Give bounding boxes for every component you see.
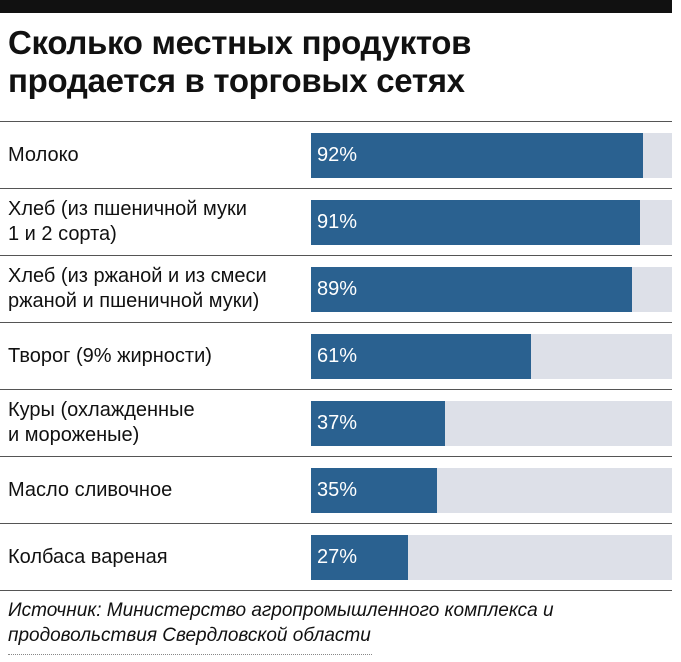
category-label-line: Творог (9% жирности) <box>8 344 212 367</box>
category-label-line: 1 и 2 сорта) <box>8 223 117 245</box>
chart-row: Творог (9% жирности) 61% <box>0 322 672 389</box>
category-label-line: ржаной и пшеничной муки) <box>8 290 260 312</box>
category-label-line: Куры (охлажденные <box>8 399 195 421</box>
bar-value-label: 92% <box>317 144 358 166</box>
bar <box>311 200 640 245</box>
category-label: Хлеб (из пшеничной муки 1 и 2 сорта) <box>8 189 308 255</box>
bar <box>311 334 531 379</box>
category-label-text: Масло сливочное <box>8 478 172 503</box>
category-label: Масло сливочное <box>8 457 308 523</box>
category-label: Колбаса вареная <box>8 524 308 590</box>
bar <box>311 535 408 580</box>
chart-title: Сколько местных продуктов продается в то… <box>8 24 672 100</box>
bar-value-label: 91% <box>317 211 358 233</box>
top-accent-bar <box>0 0 672 13</box>
category-label-line: Молоко <box>8 143 79 166</box>
category-label-line: Масло сливочное <box>8 478 173 501</box>
bar-value-label: 35% <box>317 479 358 501</box>
category-label: Творог (9% жирности) <box>8 323 308 389</box>
bar-track: 92% <box>311 133 672 178</box>
chart-row: Колбаса вареная 27% <box>0 523 672 590</box>
category-label-text: Хлеб (из пшеничной муки 1 и 2 сорта) <box>8 197 247 247</box>
chart-row: Хлеб (из пшеничной муки 1 и 2 сорта) 91% <box>0 188 672 255</box>
bar-track: 35% <box>311 468 672 513</box>
category-label: Молоко <box>8 122 308 188</box>
chart-row: Молоко 92% <box>0 121 672 188</box>
category-label-text: Куры (охлажденные и мороженые) <box>8 398 195 448</box>
category-label-line: Хлеб (из ржаной и из смеси <box>8 265 267 287</box>
bar-value-label: 89% <box>317 278 358 300</box>
bar <box>311 267 632 312</box>
category-label-text: Творог (9% жирности) <box>8 344 212 369</box>
bar-value-label: 61% <box>317 345 358 367</box>
source-note: Источник: Министерство агропромышленного… <box>8 600 554 646</box>
category-label-text: Хлеб (из ржаной и из смеси ржаной и пшени… <box>8 264 267 314</box>
bar <box>311 133 643 178</box>
chart-title-line-1: Сколько местных продуктов <box>8 24 472 61</box>
category-label-line: и мороженые) <box>8 424 140 446</box>
bar <box>311 468 437 513</box>
chart-title-line-2: продается в торговых сетях <box>8 62 465 99</box>
bar-track: 89% <box>311 267 672 312</box>
bar <box>311 401 445 446</box>
category-label: Хлеб (из ржаной и из смеси ржаной и пшени… <box>8 256 308 322</box>
category-label-text: Молоко <box>8 143 79 168</box>
bar-track: 27% <box>311 535 672 580</box>
bar-track: 61% <box>311 334 672 379</box>
category-label: Куры (охлажденные и мороженые) <box>8 390 308 456</box>
bottom-divider <box>0 590 672 591</box>
source-underline <box>8 654 372 655</box>
chart-row: Масло сливочное 35% <box>0 456 672 523</box>
bar-track: 37% <box>311 401 672 446</box>
bar-value-label: 37% <box>317 412 358 434</box>
category-label-line: Колбаса вареная <box>8 545 168 568</box>
bar-track: 91% <box>311 200 672 245</box>
chart-row: Хлеб (из ржаной и из смеси ржаной и пшени… <box>0 255 672 322</box>
chart-row: Куры (охлажденные и мороженые) 37% <box>0 389 672 456</box>
category-label-text: Колбаса вареная <box>8 545 168 570</box>
bar-value-label: 27% <box>317 546 358 568</box>
category-label-line: Хлеб (из пшеничной муки <box>8 198 247 220</box>
